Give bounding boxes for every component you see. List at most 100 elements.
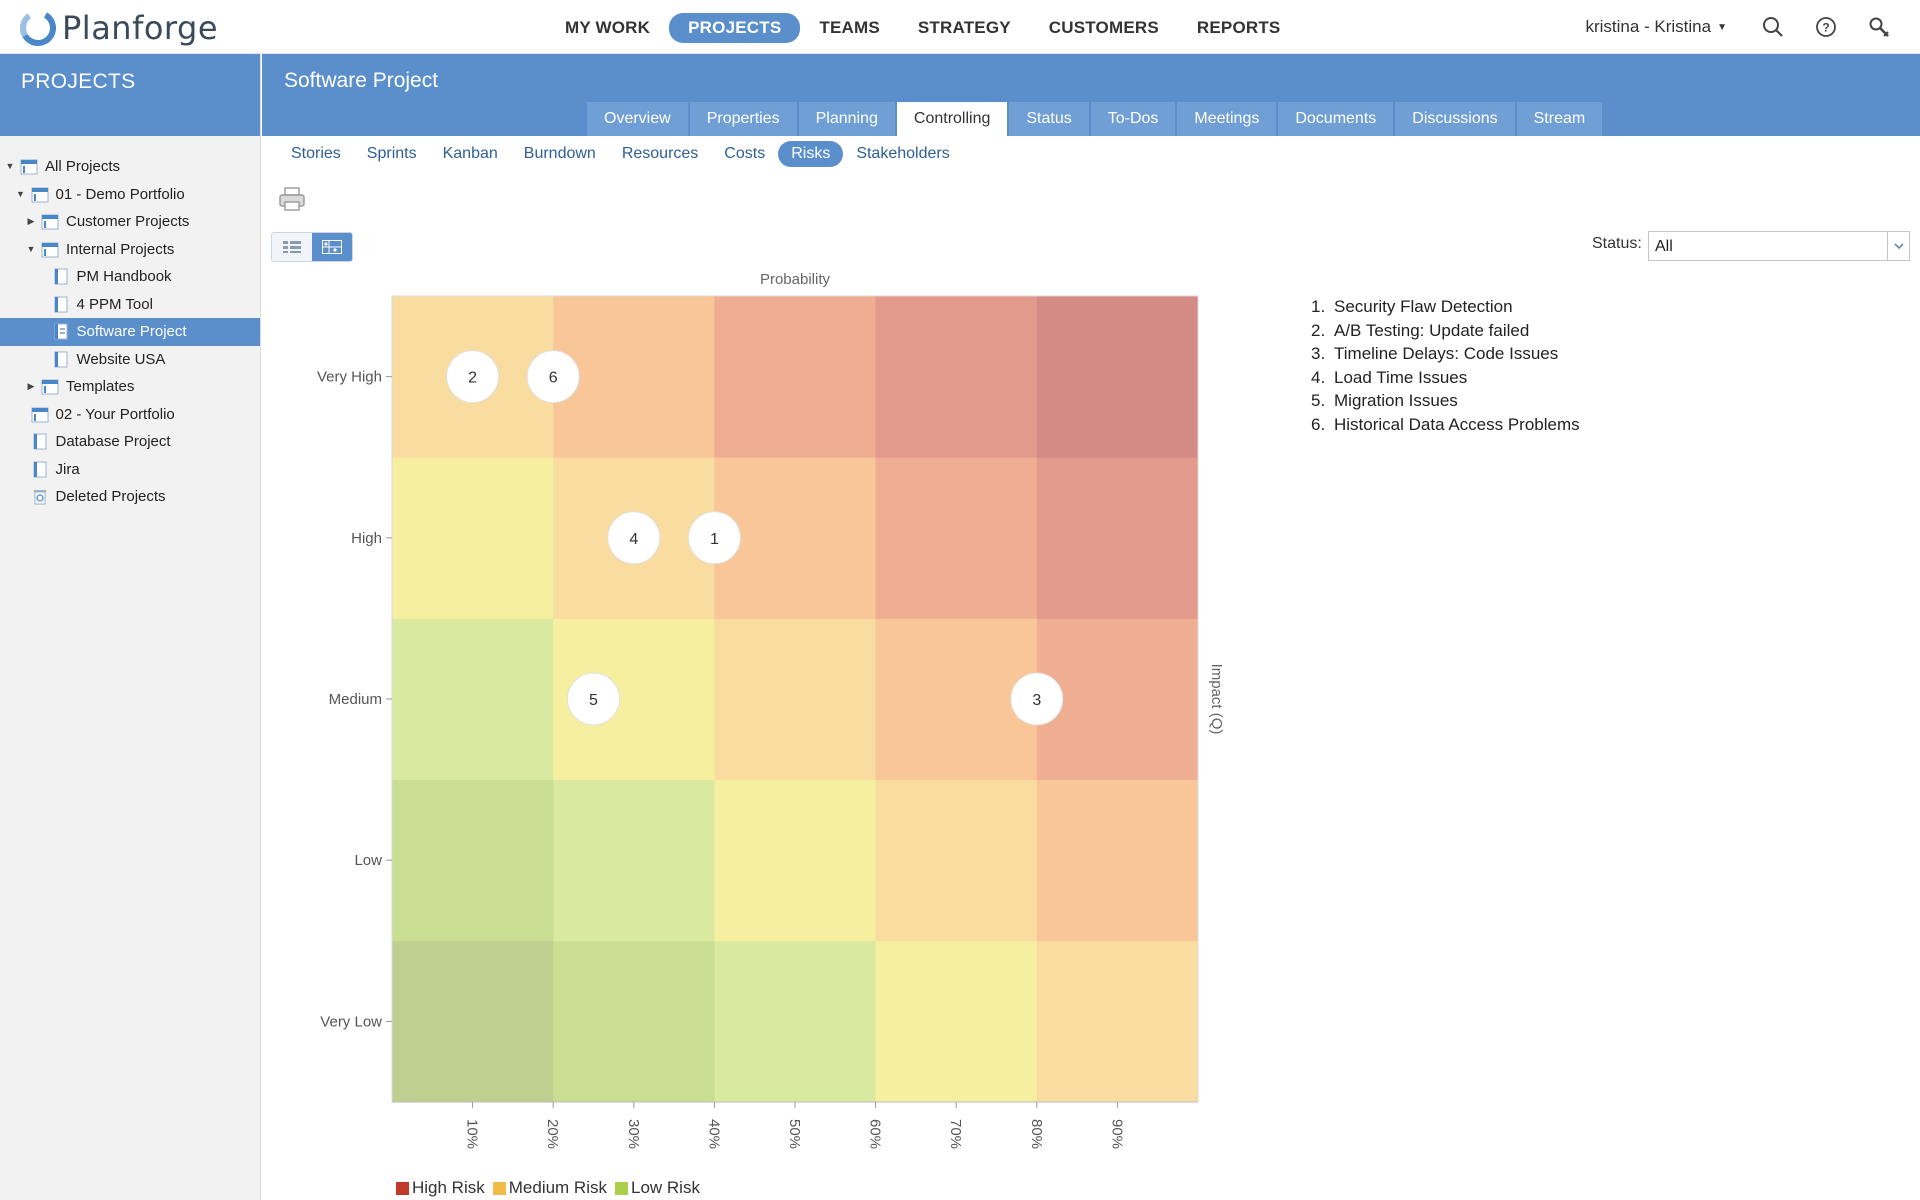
subnav-stakeholders[interactable]: Stakeholders	[856, 145, 950, 162]
caret-down-icon: ▼	[1717, 22, 1727, 34]
tab-overview[interactable]: Overview	[587, 102, 688, 136]
expand-open-icon[interactable]: ▼	[16, 188, 25, 199]
tree-item-jira[interactable]: Jira	[0, 456, 260, 484]
risk-point-6[interactable]: 6	[526, 350, 580, 404]
matrix-view-button[interactable]	[312, 233, 352, 261]
risk-name: Security Flaw Detection	[1334, 297, 1513, 316]
tree-item-label: 4 PPM Tool	[76, 295, 153, 313]
subnav-kanban[interactable]: Kanban	[442, 145, 498, 162]
expand-closed-icon[interactable]: ▶	[27, 381, 35, 391]
risk-point-3[interactable]: 3	[1010, 672, 1064, 726]
matrix-cell	[714, 296, 877, 458]
tree-item-pm-handbook[interactable]: PM Handbook	[0, 263, 260, 291]
subnav-costs[interactable]: Costs	[724, 145, 766, 162]
project-title: Software Project	[284, 69, 439, 92]
tree-item-all-projects[interactable]: ▼ All Projects	[0, 153, 260, 181]
matrix-cell	[714, 457, 877, 619]
risk-list-item[interactable]: 2. A/B Testing: Update failed	[1311, 319, 1580, 343]
planforge-logo[interactable]: Planforge	[20, 8, 218, 48]
user-menu[interactable]: kristina - Kristina ▼	[1585, 17, 1727, 37]
tree-item-02-your-portfolio[interactable]: 02 - Your Portfolio	[0, 401, 260, 429]
matrix-cell	[1036, 457, 1199, 619]
tree-item-software-project[interactable]: Software Project	[0, 318, 260, 346]
sidebar-title: PROJECTS	[0, 54, 260, 136]
y-tick-label: High	[351, 530, 382, 547]
risk-name: Timeline Delays: Code Issues	[1334, 344, 1559, 364]
risk-number: 5.	[1311, 391, 1326, 411]
tree-item-website-usa[interactable]: Website USA	[0, 346, 260, 374]
status-filter-select[interactable]: All	[1648, 231, 1910, 261]
risk-point-2[interactable]: 2	[446, 350, 500, 404]
risk-point-label: 4	[629, 531, 638, 548]
tab-planning[interactable]: Planning	[798, 102, 895, 136]
x-tick-label: 80%	[1028, 1119, 1045, 1149]
tab-to-dos[interactable]: To-Dos	[1090, 102, 1176, 136]
tab-stream[interactable]: Stream	[1516, 102, 1603, 136]
matrix-cell	[875, 457, 1038, 619]
nav-teams[interactable]: TEAMS	[819, 18, 880, 37]
expand-open-icon[interactable]: ▼	[5, 161, 15, 171]
tree-item-internal-projects[interactable]: ▼ Internal Projects	[0, 236, 260, 264]
risk-point-5[interactable]: 5	[567, 672, 620, 726]
search-icon[interactable]	[1761, 15, 1785, 39]
matrix-cell	[553, 779, 715, 942]
x-tick-label: 70%	[947, 1119, 964, 1149]
subnav-resources[interactable]: Resources	[621, 145, 699, 162]
tree-item-01-demo-portfolio[interactable]: ▼ 01 - Demo Portfolio	[0, 181, 260, 209]
risk-point-marker	[567, 672, 620, 726]
print-icon[interactable]	[277, 185, 307, 213]
matrix-cell	[875, 940, 1038, 1103]
subnav-risks[interactable]: Risks	[778, 141, 844, 167]
tab-discussions[interactable]: Discussions	[1395, 102, 1515, 136]
subnav-burndown[interactable]: Burndown	[523, 145, 596, 162]
project-icon	[54, 351, 67, 367]
nav-customers[interactable]: CUSTOMERS	[1048, 18, 1159, 37]
agile-project-icon	[54, 323, 67, 340]
tree-item-deleted-projects[interactable]: Deleted Projects	[0, 483, 260, 511]
help-icon[interactable]: ?	[1814, 15, 1838, 39]
top-navigation-bar: Planforge MY WORK PROJECTS TEAMS STRATEGY CU…	[0, 0, 1920, 54]
brand-name: Planforge	[62, 9, 219, 47]
list-view-icon	[283, 241, 301, 253]
risk-name: Migration Issues	[1334, 391, 1458, 411]
risk-list-item[interactable]: 4. Load Time Issues	[1311, 366, 1580, 390]
risk-list-item[interactable]: 3. Timeline Delays: Code Issues	[1311, 342, 1580, 366]
matrix-cell	[553, 940, 715, 1103]
risk-list-item[interactable]: 1. Security Flaw Detection	[1311, 295, 1580, 319]
nav-strategy[interactable]: STRATEGY	[917, 18, 1011, 37]
list-view-button[interactable]	[272, 233, 312, 261]
risk-point-4[interactable]: 4	[607, 511, 661, 565]
nav-my-work[interactable]: MY WORK	[565, 18, 651, 37]
risk-point-marker	[526, 350, 580, 404]
project-header: Software Project Overview Properties Plann…	[262, 54, 1920, 136]
tree-item-4-ppm-tool[interactable]: 4 PPM Tool	[0, 291, 260, 319]
expand-closed-icon[interactable]: ▶	[27, 216, 35, 226]
tree-item-label: All Projects	[45, 158, 121, 175]
tab-documents[interactable]: Documents	[1278, 102, 1394, 136]
nav-reports[interactable]: REPORTS	[1196, 18, 1281, 37]
risk-list-item[interactable]: 6. Historical Data Access Problems	[1311, 413, 1580, 437]
risk-number: 2.	[1311, 320, 1326, 340]
subnav-stories[interactable]: Stories	[291, 145, 341, 162]
expand-open-icon[interactable]: ▼	[26, 243, 36, 254]
risk-list: 1. Security Flaw Detection 2. A/B Testing: …	[1311, 295, 1580, 437]
risk-point-1[interactable]: 1	[687, 511, 741, 565]
portfolio-icon	[31, 407, 48, 422]
status-filter-value: All	[1655, 238, 1673, 255]
tab-status[interactable]: Status	[1009, 102, 1089, 136]
legend-label: Low Risk	[631, 1178, 700, 1197]
tree-item-database-project[interactable]: Database Project	[0, 428, 260, 456]
admin-tools-icon[interactable]	[1867, 15, 1891, 39]
project-icon	[33, 461, 46, 477]
tree-item-templates[interactable]: ▶ Templates	[0, 373, 260, 401]
tab-meetings[interactable]: Meetings	[1177, 102, 1277, 136]
subnav-sprints[interactable]: Sprints	[366, 145, 417, 162]
nav-projects[interactable]: PROJECTS	[669, 13, 801, 43]
risk-list-item[interactable]: 5. Migration Issues	[1311, 389, 1580, 413]
risk-point-marker	[446, 350, 500, 404]
tab-controlling[interactable]: Controlling	[896, 102, 1008, 136]
legend-swatch	[396, 1181, 409, 1195]
tab-properties[interactable]: Properties	[689, 102, 797, 136]
tree-item-customer-projects[interactable]: ▶ Customer Projects	[0, 208, 260, 236]
portfolio-icon	[41, 379, 59, 395]
